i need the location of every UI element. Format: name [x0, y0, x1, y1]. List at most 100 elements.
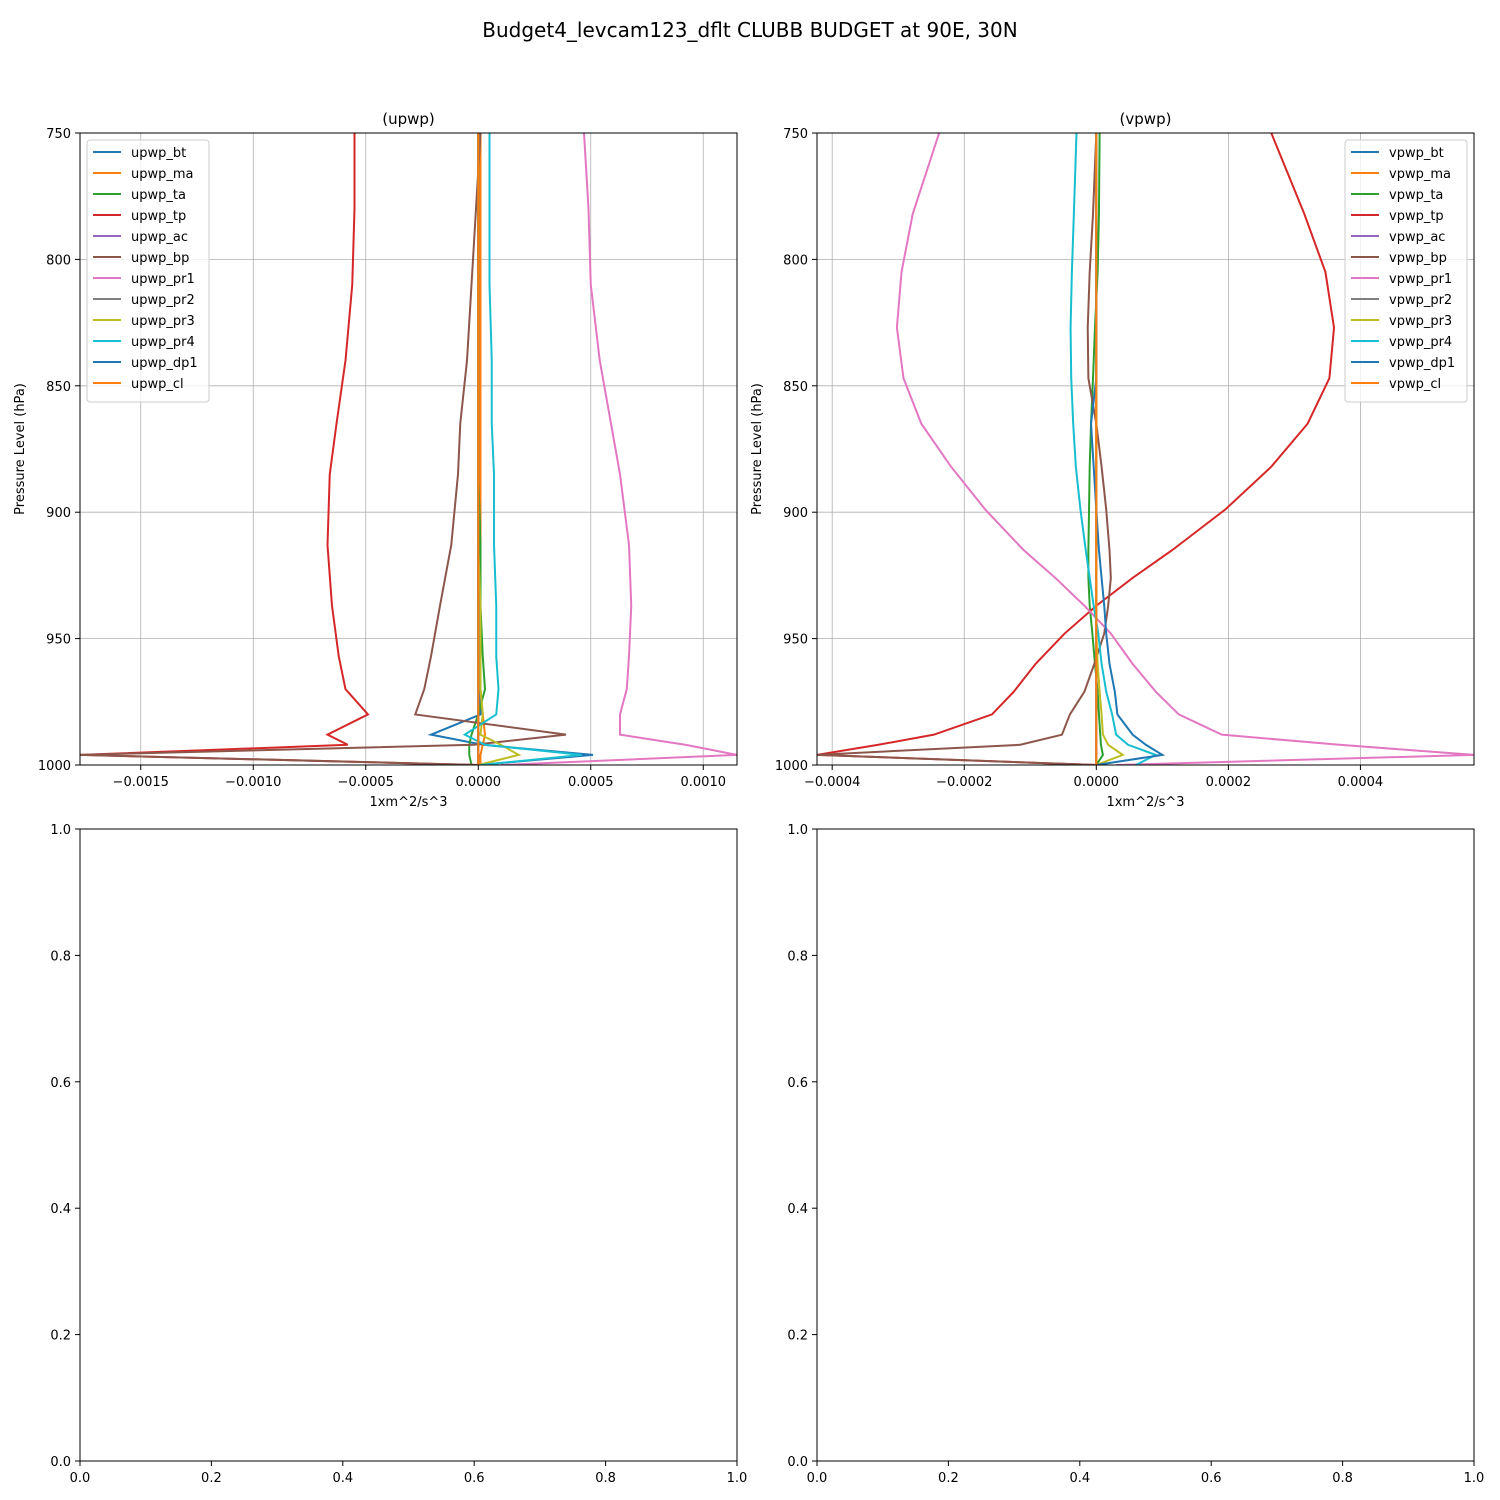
legend-label-upwp_tp: upwp_tp	[131, 209, 186, 224]
y-tick-label: 1.0	[787, 823, 808, 838]
x-tick-label: 0.2	[938, 1471, 959, 1486]
y-tick-label: 0.8	[787, 949, 808, 964]
legend: vpwp_bt vpwp_ma vpwp_ta vpwp_tp vpwp_ac vpwp_…	[1344, 139, 1468, 403]
legend-label-vpwp_bp: vpwp_bp	[1389, 251, 1447, 266]
series-group	[817, 133, 1474, 765]
legend-label-vpwp_pr3: vpwp_pr3	[1389, 314, 1452, 329]
legend-label-vpwp_ma: vpwp_ma	[1389, 167, 1451, 182]
legend-label-upwp_pr1: upwp_pr1	[131, 272, 195, 287]
subplot-title: (upwp)	[382, 110, 435, 128]
axes-frame	[816, 132, 1475, 766]
legend-frame	[86, 139, 210, 403]
series-line-upwp_tp	[80, 133, 479, 765]
x-tick-label: 0.0	[807, 1471, 828, 1486]
y-tick-label: 900	[46, 506, 71, 521]
figure-title: Budget4_levcam123_dflt CLUBB BUDGET at 9…	[482, 18, 1017, 42]
legend-label-upwp_cl: upwp_cl	[131, 377, 184, 392]
y-tick-label: 1000	[38, 759, 71, 774]
y-tick-label: 800	[46, 253, 71, 268]
x-tick-label: −0.0002	[936, 775, 992, 790]
axes-frame	[816, 828, 1475, 1462]
legend-label-vpwp_pr2: vpwp_pr2	[1389, 293, 1452, 308]
x-tick-label: 0.4	[1069, 1471, 1090, 1486]
y-tick-label: 1.0	[50, 823, 71, 838]
y-tick-label: 0.8	[50, 949, 71, 964]
x-axis-label: 1xm^2/s^3	[1106, 795, 1184, 810]
y-tick-label: 750	[46, 127, 71, 142]
series-line-upwp_pr1	[500, 133, 737, 765]
legend-label-upwp_bp: upwp_bp	[131, 251, 189, 266]
legend-label-upwp_ac: upwp_ac	[131, 230, 188, 245]
legend: upwp_bt upwp_ma upwp_ta upwp_tp upwp_ac upwp_…	[86, 139, 210, 403]
subplot-4: 0.0 0.2 0.4 0.6 0.8 1.0 0.0 0.2 0.4 0.6 0.8 1.0	[787, 823, 1484, 1486]
x-tick-label: 0.8	[1332, 1471, 1353, 1486]
subplot-3: 0.0 0.2 0.4 0.6 0.8 1.0 0.0 0.2 0.4 0.6 0.8 1.0	[50, 823, 747, 1486]
y-tick-label: 1000	[775, 759, 808, 774]
x-tick-label: 0.0000	[1074, 775, 1120, 790]
x-tick-label: −0.0005	[338, 775, 394, 790]
series-line-vpwp_pr1	[895, 133, 1474, 765]
legend-label-vpwp_ac: vpwp_ac	[1389, 230, 1445, 245]
axes-frame	[79, 828, 738, 1462]
y-axis-label: Pressure Level (hPa)	[13, 383, 28, 515]
y-axis-label: Pressure Level (hPa)	[750, 383, 765, 515]
y-tick-label: 0.4	[50, 1202, 71, 1217]
series-line-vpwp_pr4	[1069, 133, 1159, 765]
y-tick-label: 0.2	[787, 1329, 808, 1344]
y-tick-label: 850	[783, 380, 808, 395]
legend-label-upwp_ta: upwp_ta	[131, 188, 186, 203]
legend-label-vpwp_bt: vpwp_bt	[1389, 146, 1444, 161]
legend-label-vpwp_tp: vpwp_tp	[1389, 209, 1444, 224]
x-tick-label: 1.0	[727, 1471, 748, 1486]
y-tick-label: 0.6	[50, 1076, 71, 1091]
x-tick-label: 0.0000	[456, 775, 502, 790]
y-tick-label: 0.6	[787, 1076, 808, 1091]
legend-label-vpwp_dp1: vpwp_dp1	[1389, 356, 1455, 371]
y-tick-label: 0.0	[50, 1455, 71, 1470]
x-tick-label: −0.0004	[804, 775, 860, 790]
subplot-title: (vpwp)	[1120, 110, 1172, 128]
x-tick-label: 0.0004	[1338, 775, 1384, 790]
x-tick-label: 0.0002	[1206, 775, 1252, 790]
series-line-vpwp_ta	[1087, 133, 1104, 765]
legend-label-upwp_ma: upwp_ma	[131, 167, 194, 182]
y-tick-label: 750	[783, 127, 808, 142]
legend-label-upwp_pr2: upwp_pr2	[131, 293, 195, 308]
x-tick-label: 0.0	[70, 1471, 91, 1486]
legend-label-vpwp_pr1: vpwp_pr1	[1389, 272, 1452, 287]
series-line-vpwp_tp	[817, 133, 1336, 765]
series-group	[80, 133, 737, 765]
legend-label-upwp_pr4: upwp_pr4	[131, 335, 195, 350]
subplot-2: −0.0004 −0.0002 0.0000 0.0002 0.0004 750 800 85…	[750, 110, 1475, 810]
y-tick-label: 800	[783, 253, 808, 268]
subplot-1: −0.0015 −0.0010 −0.0005 0.0000 0.0005 0.0010 7…	[13, 110, 738, 810]
series-line-upwp_bp	[80, 133, 567, 765]
x-tick-label: −0.0010	[225, 775, 281, 790]
axes-frame	[79, 132, 738, 766]
x-tick-label: 0.8	[595, 1471, 616, 1486]
legend-label-vpwp_cl: vpwp_cl	[1389, 377, 1441, 392]
x-tick-label: 0.0005	[568, 775, 614, 790]
y-tick-label: 0.2	[50, 1329, 71, 1344]
x-tick-label: 0.0010	[681, 775, 727, 790]
y-tick-label: 0.4	[787, 1202, 808, 1217]
x-tick-label: 0.2	[201, 1471, 222, 1486]
legend-label-vpwp_pr4: vpwp_pr4	[1389, 335, 1452, 350]
x-tick-label: 0.6	[464, 1471, 485, 1486]
legend-label-upwp_dp1: upwp_dp1	[131, 356, 198, 371]
y-tick-label: 0.0	[787, 1455, 808, 1470]
y-tick-label: 950	[46, 633, 71, 648]
y-tick-label: 900	[783, 506, 808, 521]
legend-label-vpwp_ta: vpwp_ta	[1389, 188, 1443, 203]
x-tick-label: 0.4	[332, 1471, 353, 1486]
y-tick-label: 950	[783, 633, 808, 648]
subplot-grid: −0.0015 −0.0010 −0.0005 0.0000 0.0005 0.0010 7…	[13, 110, 1484, 1486]
legend-label-upwp_bt: upwp_bt	[131, 146, 186, 161]
x-tick-label: 1.0	[1464, 1471, 1485, 1486]
legend-frame	[1344, 139, 1468, 403]
x-axis-label: 1xm^2/s^3	[369, 795, 447, 810]
series-line-vpwp_bp	[817, 133, 1112, 765]
x-tick-label: −0.0015	[113, 775, 169, 790]
legend-label-upwp_pr3: upwp_pr3	[131, 314, 195, 329]
